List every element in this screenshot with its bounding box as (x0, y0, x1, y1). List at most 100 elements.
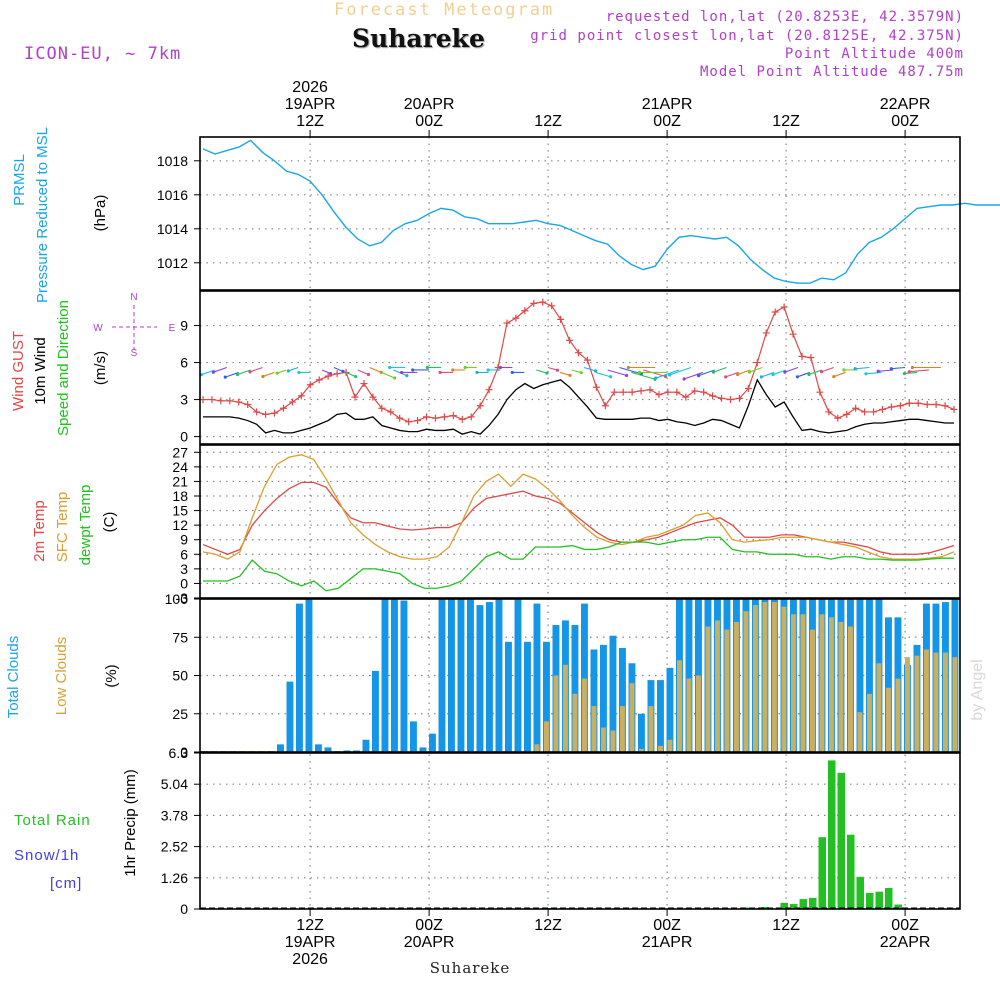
total-cloud-bar (600, 644, 607, 752)
low-cloud-bar (620, 706, 625, 752)
total-cloud-bar (657, 680, 664, 752)
wind-arrow-head (819, 370, 824, 374)
wind-arrow-head (902, 371, 906, 376)
wind-arrow-head (682, 377, 686, 381)
gust-marker (575, 349, 582, 357)
gust-marker (566, 336, 574, 344)
y-tick-label: 100 (165, 591, 189, 607)
total-cloud-bar (866, 599, 873, 752)
wind-arrow (237, 369, 251, 376)
wind-arrow-head (328, 371, 333, 376)
gust-marker (288, 398, 296, 406)
total-cloud-bar (533, 603, 541, 752)
gust-marker (387, 408, 395, 416)
gust-marker (467, 413, 475, 421)
wind-arrow (808, 369, 822, 375)
gust-marker (333, 370, 341, 378)
y-tick-label: 0 (180, 901, 188, 917)
wind-arrow-head (354, 374, 358, 379)
total-cloud-bar (856, 599, 864, 752)
y-tick-label: 0 (180, 744, 188, 760)
panel-frame (199, 598, 961, 753)
wind-arrow-head (910, 365, 915, 370)
total-cloud-bar (467, 599, 474, 752)
y-tick-label: 6 (180, 355, 188, 371)
wind-arrow (904, 371, 918, 375)
wind-arrow-head (545, 371, 549, 375)
low-cloud-bar (629, 683, 635, 752)
gust-marker (378, 404, 386, 412)
bottom-time-label: 22APR (880, 934, 931, 951)
temp-unit: (C) (101, 512, 118, 533)
gust-marker (512, 314, 520, 322)
gust-marker (619, 388, 627, 396)
y-tick-label: 2.52 (161, 839, 188, 855)
low-cloud-bar (658, 745, 663, 752)
gust-marker (718, 394, 726, 402)
y-tick-label: -3 (176, 590, 189, 606)
wind-arrow (761, 371, 775, 378)
top-time-label: 21APR (642, 96, 693, 113)
gust-marker (530, 299, 538, 307)
wind-arrow-head (842, 368, 846, 372)
dewpt-line (203, 536, 954, 592)
sfc-temp-title: SFC Temp (54, 492, 71, 563)
wind-arrow (225, 371, 239, 378)
compass-cross (112, 305, 157, 350)
y-tick-label: 9 (180, 532, 188, 548)
gust-marker (700, 388, 708, 396)
gust-marker (503, 319, 511, 327)
wind-arrow (683, 371, 703, 380)
wind-arrow-head (579, 371, 583, 375)
total-cloud-bar (429, 733, 436, 752)
total-cloud-bar (590, 649, 598, 752)
wind-direction-title: Speed and Direction (55, 300, 72, 436)
gust-marker (691, 387, 699, 395)
low-cloud-bar (734, 621, 739, 752)
wind-arrow-head (275, 371, 279, 375)
wind-arrow-head (697, 373, 701, 378)
low-cloud-bar (705, 626, 711, 752)
wind-arrow-head (223, 375, 227, 379)
wind-arrow (381, 371, 395, 379)
wind-arrow-head (711, 370, 716, 374)
series-layer (199, 139, 1000, 909)
total-cloud-bar (543, 641, 550, 752)
gust-marker (324, 372, 332, 380)
top-time-label: 2026 (292, 79, 328, 96)
total-cloud-bar (666, 667, 674, 752)
gust-marker (485, 386, 493, 394)
wind-arrow (821, 366, 834, 373)
low-cloud-bar (829, 617, 834, 752)
gust-marker (440, 413, 448, 421)
rain-bar (875, 891, 883, 909)
gust-line (203, 301, 955, 423)
total-cloud-bar (514, 599, 522, 752)
total-cloud-bar (438, 599, 446, 752)
total-cloud-bar (457, 599, 465, 752)
gust-marker (735, 394, 743, 402)
compass-s: S (131, 348, 138, 359)
low-cloud-bar (857, 712, 863, 752)
gust-marker (431, 414, 439, 422)
y-tick-label: 18 (172, 488, 188, 504)
location-title: Suhareke (352, 24, 485, 53)
low-cloud-bar (667, 739, 673, 752)
y-tick-label: 5.04 (161, 776, 188, 792)
gust-marker (726, 396, 734, 404)
y-tick-label: 15 (172, 503, 188, 519)
app-title: Forecast Meteogram (334, 0, 555, 20)
label-layer: 10121014101610180369-3036912151821242702… (5, 79, 986, 977)
wind-arrow-head (663, 374, 668, 378)
wind-arrow (536, 369, 548, 374)
rain-bar (799, 899, 807, 909)
gust-marker (762, 329, 770, 337)
model-point-altitude: Model Point Altitude 487.75m (699, 64, 964, 80)
gust-marker (914, 399, 922, 407)
wind-arrow-head (625, 373, 629, 378)
pressure-unit: (hPa) (92, 195, 109, 232)
total-cloud-bar (381, 599, 389, 752)
bottom-time-label: 00Z (653, 917, 681, 934)
total-cloud-bar (495, 599, 503, 752)
gust-marker (637, 387, 645, 395)
